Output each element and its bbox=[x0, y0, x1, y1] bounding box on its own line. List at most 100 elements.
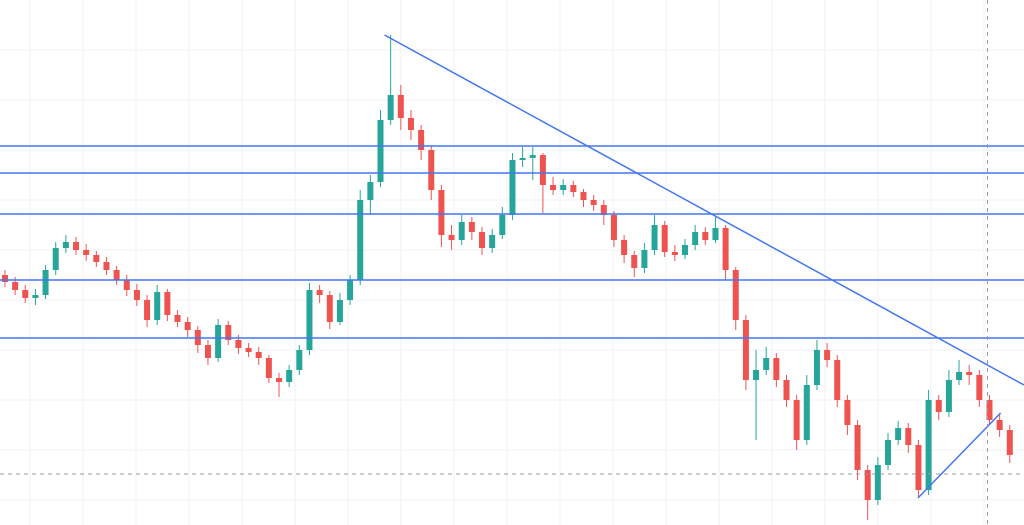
candle-body bbox=[377, 120, 384, 182]
candle-body bbox=[326, 295, 333, 322]
trend-line bbox=[917, 412, 1002, 499]
candle-body bbox=[225, 325, 232, 340]
candle-body bbox=[854, 425, 861, 470]
candle-body bbox=[154, 292, 161, 320]
candle-body bbox=[539, 155, 546, 185]
candle-body bbox=[986, 400, 993, 420]
candle-body bbox=[428, 150, 435, 190]
candle-body bbox=[397, 95, 404, 118]
candle-body bbox=[184, 322, 191, 330]
candle-body bbox=[519, 158, 526, 160]
candle-body bbox=[661, 225, 668, 252]
candle-body bbox=[245, 348, 252, 352]
candle-body bbox=[580, 192, 587, 200]
candle-body bbox=[103, 262, 110, 270]
candle-body bbox=[915, 445, 922, 490]
candle-body bbox=[600, 205, 607, 215]
candle-body bbox=[52, 248, 59, 270]
candle-body bbox=[671, 252, 678, 255]
candle-body bbox=[702, 232, 709, 240]
trend-line bbox=[384, 34, 1024, 386]
candle-body bbox=[824, 350, 831, 360]
candle-body bbox=[113, 270, 120, 280]
candle-body bbox=[742, 320, 749, 380]
candle-body bbox=[265, 358, 272, 378]
candle-body bbox=[712, 228, 719, 240]
candle-body bbox=[834, 360, 841, 400]
candle-body bbox=[641, 250, 648, 268]
candle-body bbox=[763, 358, 770, 370]
candle-body bbox=[529, 155, 536, 158]
candle-body bbox=[732, 270, 739, 320]
candle-body bbox=[347, 280, 354, 300]
candle-body bbox=[133, 290, 140, 300]
candle-body bbox=[93, 255, 100, 262]
candle-body bbox=[316, 290, 323, 295]
candle-body bbox=[773, 358, 780, 380]
candle-body bbox=[610, 215, 617, 240]
candle-body bbox=[499, 215, 506, 235]
candle-body bbox=[255, 352, 262, 358]
candle-body bbox=[458, 222, 465, 240]
candle-body bbox=[590, 200, 597, 205]
candle-body bbox=[438, 190, 445, 235]
candle-body bbox=[479, 232, 486, 248]
candle-body bbox=[905, 428, 912, 445]
candle-body bbox=[753, 370, 760, 380]
candle-body bbox=[286, 370, 293, 382]
candle-body bbox=[570, 185, 577, 192]
candle-body bbox=[367, 182, 374, 200]
candle-body bbox=[22, 290, 29, 298]
candle-body bbox=[407, 118, 414, 130]
candle-body bbox=[276, 378, 283, 382]
candle-body bbox=[722, 228, 729, 270]
candle-body bbox=[884, 440, 891, 465]
candle-body bbox=[1006, 430, 1013, 455]
candle-body bbox=[925, 400, 932, 490]
candle-body bbox=[357, 200, 364, 280]
candle-body bbox=[174, 315, 181, 322]
candle-body bbox=[1, 275, 8, 282]
candle-body bbox=[123, 280, 130, 290]
candle-body bbox=[783, 380, 790, 400]
candle-body bbox=[296, 350, 303, 370]
candle-body bbox=[12, 282, 19, 290]
candle-body bbox=[509, 160, 516, 215]
candle-body bbox=[966, 372, 973, 375]
candle-body bbox=[489, 235, 496, 248]
candle-body bbox=[560, 185, 567, 190]
candle-body bbox=[682, 245, 689, 255]
candle-body bbox=[550, 185, 557, 190]
candle-body bbox=[945, 380, 952, 412]
candle-body bbox=[996, 420, 1003, 430]
candle-body bbox=[448, 235, 455, 240]
candle-body bbox=[215, 325, 222, 358]
candle-body bbox=[468, 222, 475, 232]
candle-body bbox=[813, 350, 820, 385]
candle-body bbox=[204, 345, 211, 358]
candle-body bbox=[32, 295, 39, 298]
candle-body bbox=[83, 250, 90, 255]
candle-body bbox=[164, 292, 171, 315]
candle-body bbox=[387, 95, 394, 120]
candle-body bbox=[956, 372, 963, 380]
candle-body bbox=[651, 225, 658, 250]
candle-body bbox=[844, 400, 851, 425]
candle-body bbox=[144, 300, 151, 320]
candle-body bbox=[935, 400, 942, 412]
candle-body bbox=[42, 270, 49, 295]
candle-body bbox=[793, 400, 800, 440]
candle-body bbox=[864, 470, 871, 500]
candle-body bbox=[336, 300, 343, 322]
candle-body bbox=[976, 375, 983, 400]
candle-body bbox=[418, 130, 425, 150]
candle-body bbox=[73, 242, 80, 250]
candle-body bbox=[306, 290, 313, 350]
candle-body bbox=[235, 340, 242, 348]
candle-body bbox=[631, 255, 638, 268]
candle-body bbox=[62, 242, 69, 248]
candle-body bbox=[621, 240, 628, 255]
candle-body bbox=[895, 428, 902, 440]
